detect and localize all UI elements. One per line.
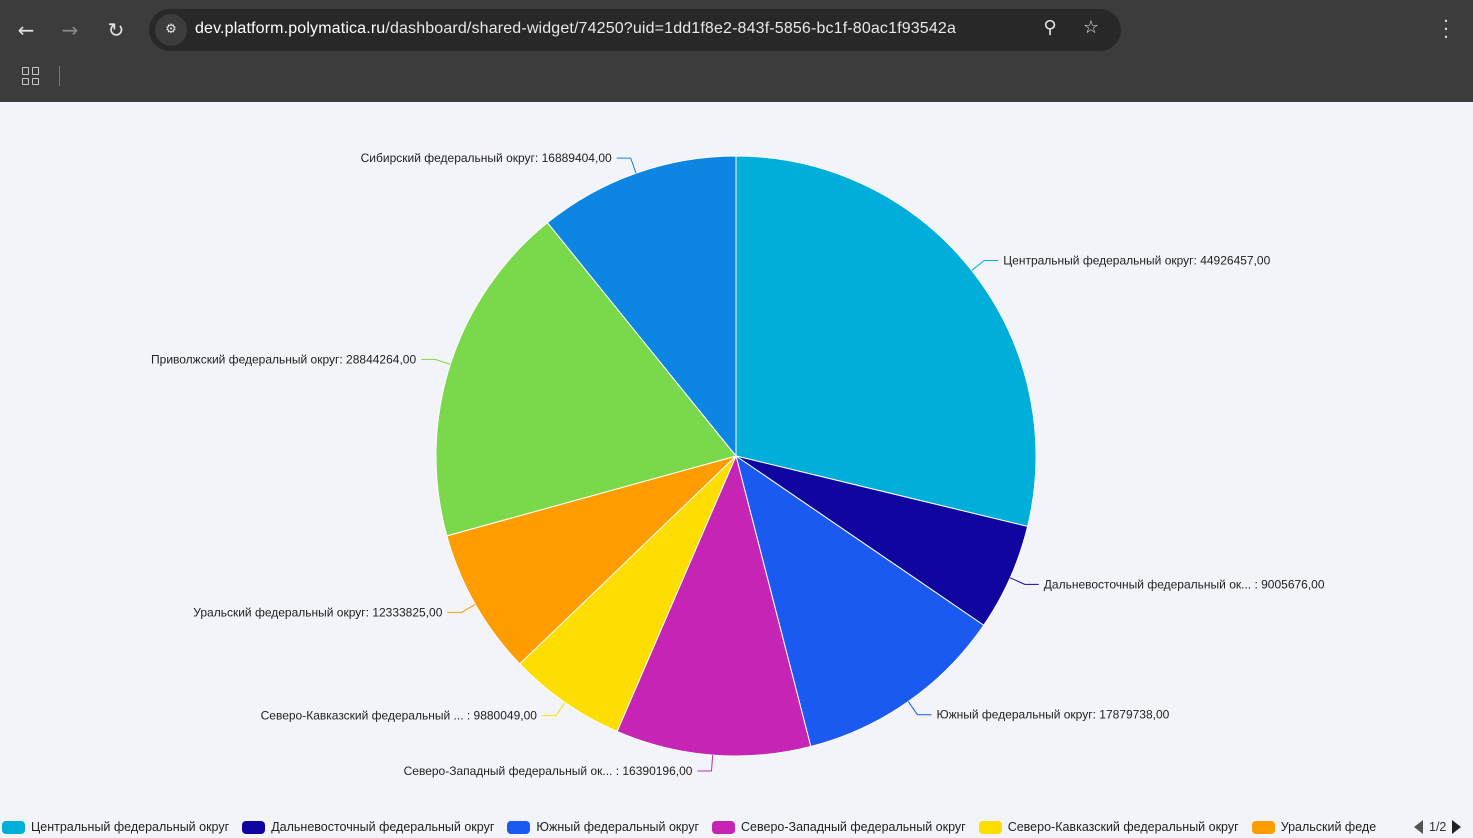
- legend-swatch: [2, 820, 25, 834]
- legend-next-icon[interactable]: [1452, 820, 1462, 834]
- label-leader-line: [1009, 577, 1039, 585]
- forward-icon[interactable]: →: [61, 18, 79, 42]
- data-label: Приволжский федеральный округ: 28844264,…: [151, 352, 416, 366]
- legend-label: Уральский феде: [1280, 820, 1377, 834]
- label-leader-line: [541, 702, 566, 717]
- url-host: dev.platform.polymatica.ru: [195, 20, 386, 37]
- data-label: Сибирский федеральный округ: 16889404,00: [361, 151, 612, 165]
- url-path: /dashboard/shared-widget/74250?uid=1dd1f…: [385, 20, 957, 37]
- legend-swatch: [242, 820, 266, 834]
- data-label: Центральный федеральный округ: 44926457,…: [1003, 254, 1270, 268]
- chart-legend: Центральный федеральный округ Дальневосто…: [0, 818, 1408, 838]
- legend-pager: 1/2: [1414, 818, 1462, 836]
- reload-icon[interactable]: ↻: [107, 18, 125, 42]
- zoom-icon[interactable]: ⚲: [1043, 17, 1057, 38]
- pie-slice[interactable]: [435, 221, 737, 537]
- data-label: Северо-Кавказский федеральный ... : 9880…: [261, 709, 538, 723]
- legend-label: Дальневосточный федеральный округ: [271, 820, 495, 834]
- legend-item[interactable]: Южный федеральный округ: [505, 818, 699, 836]
- legend-label: Северо-Западный федеральный округ: [741, 820, 966, 834]
- data-label: Южный федеральный округ: 17879738,00: [936, 708, 1169, 722]
- legend-label: Южный федеральный округ: [536, 820, 700, 834]
- pie-chart: Центральный федеральный округ: 44926457,…: [151, 151, 1325, 778]
- data-label: Уральский федеральный округ: 12333825,00: [193, 605, 442, 619]
- legend-page: 1/2: [1429, 820, 1447, 834]
- legend-item[interactable]: Уральский феде: [1250, 818, 1376, 836]
- pie-slice[interactable]: [546, 155, 737, 458]
- data-label: Дальневосточный федеральный ок... : 9005…: [1044, 577, 1325, 591]
- legend-prev-icon[interactable]: [1414, 820, 1423, 834]
- legend-swatch: [978, 820, 1002, 834]
- data-label: Северо-Западный федеральный ок... : 1639…: [404, 764, 693, 778]
- legend-label: Северо-Кавказский федеральный округ: [1007, 820, 1239, 834]
- url-text[interactable]: dev.platform.polymatica.ru/dashboard/sha…: [195, 20, 956, 38]
- back-icon[interactable]: ←: [17, 18, 35, 42]
- legend-label: Центральный федеральный округ: [31, 820, 230, 834]
- legend-item[interactable]: Дальневосточный федеральный округ: [240, 818, 494, 836]
- label-leader-line: [971, 260, 999, 271]
- label-leader-line: [616, 157, 637, 174]
- star-icon[interactable]: ☆: [1082, 17, 1100, 38]
- browser-toolbar: ← → ↻ ⚙ dev.platform.polymatica.ru/dashb…: [0, 0, 1473, 102]
- pie-slice[interactable]: [735, 454, 985, 748]
- legend-item[interactable]: Северо-Кавказский федеральный округ: [977, 818, 1239, 836]
- address-bar[interactable]: ⚙ dev.platform.polymatica.ru/dashboard/s…: [149, 9, 1121, 51]
- legend-item[interactable]: Центральный федеральный округ: [0, 818, 229, 836]
- legend-swatch: [507, 820, 531, 834]
- pie-slice[interactable]: [446, 455, 737, 665]
- bookmarks-divider: [59, 66, 60, 86]
- label-leader-line: [697, 755, 714, 772]
- menu-icon[interactable]: · · ·: [1443, 11, 1449, 48]
- legend-swatch: [712, 820, 736, 834]
- site-settings-icon[interactable]: ⚙: [155, 14, 187, 46]
- label-leader-line: [421, 358, 451, 365]
- legend-swatch: [1251, 820, 1275, 834]
- pie-slice[interactable]: [616, 454, 812, 757]
- label-leader-line: [447, 604, 476, 613]
- apps-icon[interactable]: [22, 67, 40, 85]
- label-leader-line: [907, 701, 932, 716]
- pie-slice[interactable]: [519, 455, 737, 733]
- legend-item[interactable]: Северо-Западный федеральный округ: [710, 818, 966, 836]
